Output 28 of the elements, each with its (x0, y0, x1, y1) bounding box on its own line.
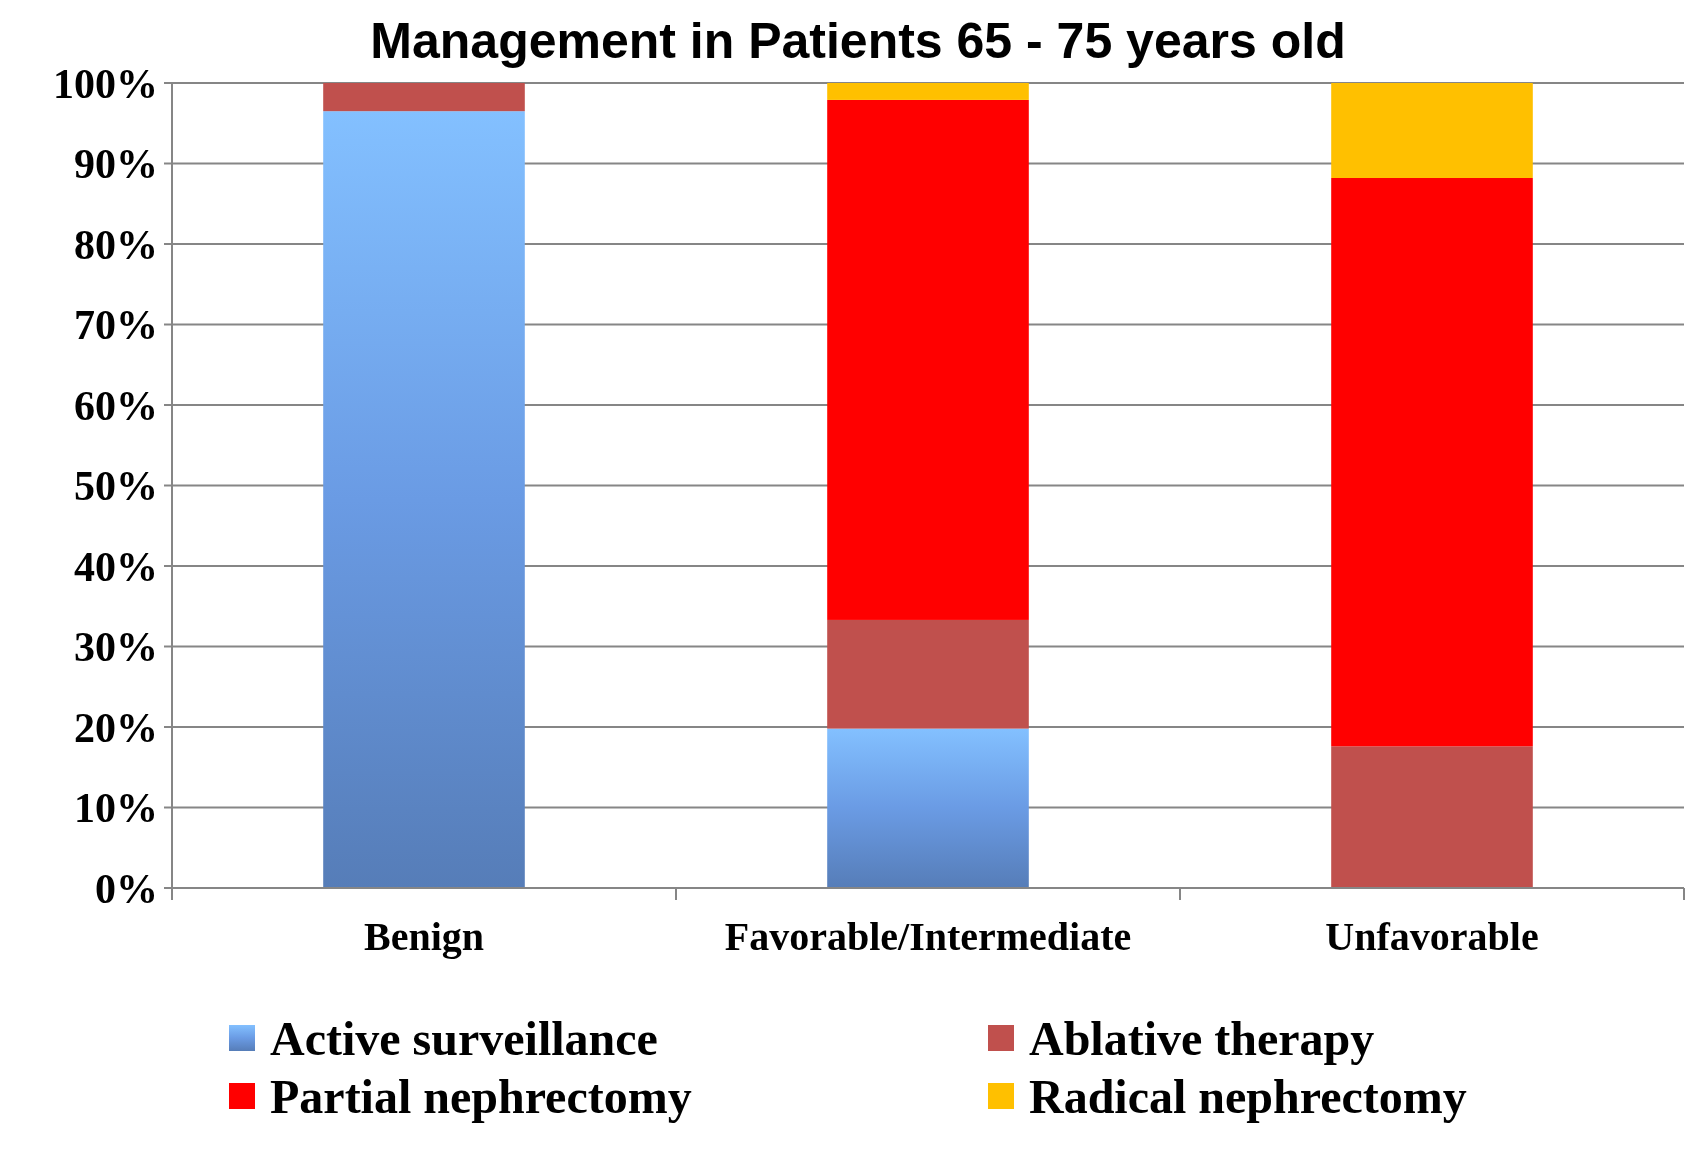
y-tick-label: 100% (53, 60, 158, 107)
x-tick-label: Favorable/Intermediate (724, 914, 1132, 959)
legend-label: Partial nephrectomy (270, 1069, 692, 1123)
legend-label: Active surveillance (270, 1011, 658, 1065)
bar (827, 728, 1029, 888)
bar (1331, 746, 1533, 888)
y-tick-label: 60% (74, 382, 158, 429)
y-tick-label: 0% (95, 865, 158, 912)
x-tick-label: Benign (363, 914, 485, 959)
bar (323, 83, 525, 112)
bar (323, 111, 525, 888)
y-tick-label: 70% (74, 302, 158, 349)
bar (827, 619, 1029, 729)
legend-label: Ablative therapy (1029, 1011, 1375, 1065)
legend-label: Radical nephrectomy (1029, 1069, 1467, 1123)
y-tick-label: 30% (74, 624, 158, 671)
bar (1331, 83, 1533, 178)
bar (827, 99, 1029, 620)
chart-title: Management in Patients 65 - 75 years old (370, 13, 1346, 69)
y-tick-label: 80% (74, 221, 158, 268)
x-tick-label: Unfavorable (1325, 914, 1539, 959)
y-tick-label: 90% (74, 141, 158, 188)
y-tick-label: 50% (74, 463, 158, 510)
y-tick-label: 10% (74, 785, 158, 832)
bar (1331, 177, 1533, 747)
bar (827, 83, 1029, 100)
y-tick-label: 20% (74, 704, 158, 751)
y-tick-label: 40% (74, 543, 158, 590)
